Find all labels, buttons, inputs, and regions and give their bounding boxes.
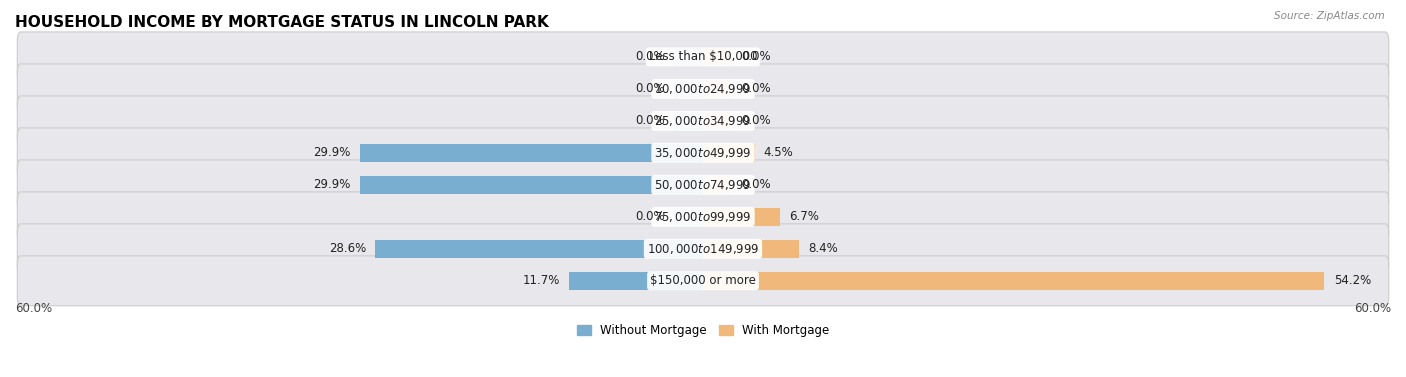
Text: $100,000 to $149,999: $100,000 to $149,999 [647, 242, 759, 256]
Text: 0.0%: 0.0% [741, 114, 770, 127]
Bar [675, 80, 703, 98]
Text: 29.9%: 29.9% [314, 146, 352, 159]
Text: $75,000 to $99,999: $75,000 to $99,999 [654, 210, 752, 224]
Text: 0.0%: 0.0% [636, 210, 665, 223]
Text: 0.0%: 0.0% [636, 51, 665, 63]
Bar [703, 208, 780, 226]
Text: $50,000 to $74,999: $50,000 to $74,999 [654, 178, 752, 192]
Text: 60.0%: 60.0% [15, 302, 52, 314]
Bar [703, 144, 755, 162]
Text: 60.0%: 60.0% [1354, 302, 1391, 314]
Bar [703, 239, 800, 258]
FancyBboxPatch shape [17, 224, 1389, 274]
Bar [675, 208, 703, 226]
FancyBboxPatch shape [17, 64, 1389, 114]
Text: 0.0%: 0.0% [636, 114, 665, 127]
Text: 8.4%: 8.4% [808, 242, 838, 255]
Bar [703, 176, 731, 194]
FancyBboxPatch shape [17, 160, 1389, 210]
Bar [703, 112, 731, 130]
Bar [375, 239, 703, 258]
Bar [703, 80, 731, 98]
Text: 29.9%: 29.9% [314, 178, 352, 192]
FancyBboxPatch shape [17, 256, 1389, 306]
FancyBboxPatch shape [17, 128, 1389, 178]
Bar [675, 112, 703, 130]
Bar [569, 271, 703, 290]
Bar [675, 48, 703, 66]
Text: 54.2%: 54.2% [1334, 274, 1371, 287]
Bar [360, 176, 703, 194]
Text: Source: ZipAtlas.com: Source: ZipAtlas.com [1274, 11, 1385, 21]
Text: $150,000 or more: $150,000 or more [650, 274, 756, 287]
Bar [703, 271, 1324, 290]
Text: 0.0%: 0.0% [741, 82, 770, 95]
FancyBboxPatch shape [17, 32, 1389, 82]
Text: $25,000 to $34,999: $25,000 to $34,999 [654, 114, 752, 128]
Text: Less than $10,000: Less than $10,000 [648, 51, 758, 63]
Text: 0.0%: 0.0% [636, 82, 665, 95]
Text: 0.0%: 0.0% [741, 51, 770, 63]
Text: 28.6%: 28.6% [329, 242, 366, 255]
Text: HOUSEHOLD INCOME BY MORTGAGE STATUS IN LINCOLN PARK: HOUSEHOLD INCOME BY MORTGAGE STATUS IN L… [15, 15, 548, 30]
Text: 11.7%: 11.7% [522, 274, 560, 287]
FancyBboxPatch shape [17, 192, 1389, 242]
Text: $35,000 to $49,999: $35,000 to $49,999 [654, 146, 752, 160]
Text: $10,000 to $24,999: $10,000 to $24,999 [654, 82, 752, 96]
FancyBboxPatch shape [17, 96, 1389, 146]
Bar [703, 48, 731, 66]
Text: 4.5%: 4.5% [763, 146, 793, 159]
Legend: Without Mortgage, With Mortgage: Without Mortgage, With Mortgage [576, 324, 830, 337]
Bar [360, 144, 703, 162]
Text: 6.7%: 6.7% [789, 210, 818, 223]
Text: 0.0%: 0.0% [741, 178, 770, 192]
